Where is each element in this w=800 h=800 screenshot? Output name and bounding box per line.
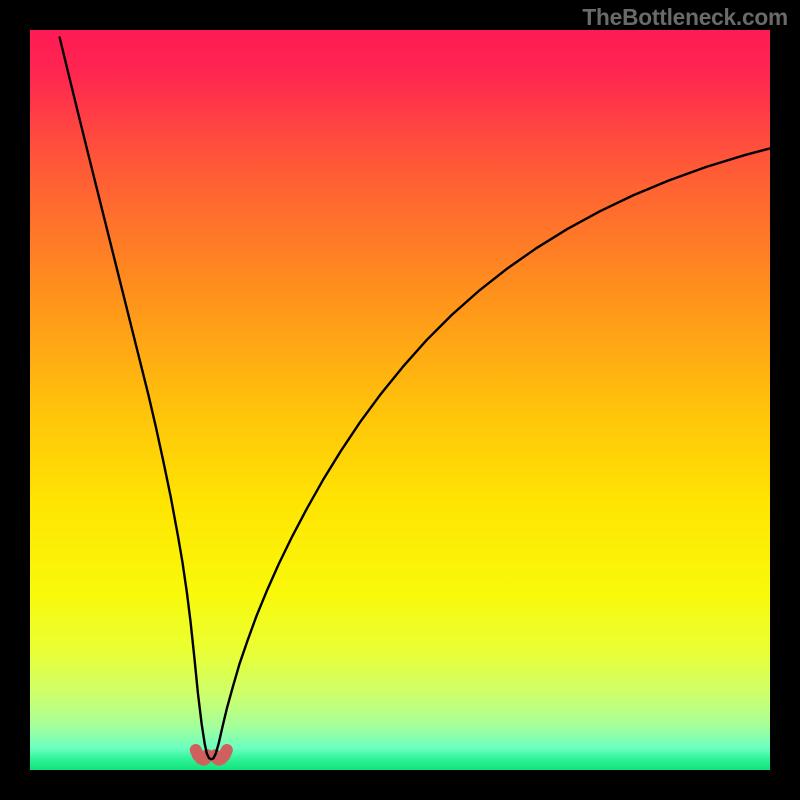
bottleneck-curve-chart: [0, 0, 800, 800]
watermark-text: TheBottleneck.com: [582, 4, 788, 31]
plot-background: [30, 30, 770, 770]
figure-stage: TheBottleneck.com: [0, 0, 800, 800]
